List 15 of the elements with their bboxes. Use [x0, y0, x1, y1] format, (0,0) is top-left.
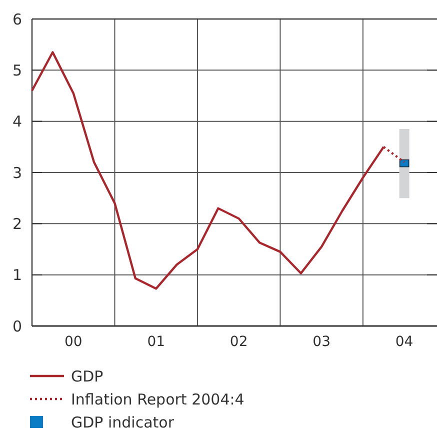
legend-label: Inflation Report 2004:4 [71, 390, 244, 408]
x-tick-label: 04 [395, 334, 414, 350]
y-tick-label: 2 [12, 214, 22, 233]
x-tick-label: 00 [64, 334, 82, 350]
y-tick-label: 1 [12, 266, 22, 284]
legend-label: GDP indicator [71, 413, 175, 430]
y-tick-label: 4 [12, 112, 22, 131]
y-tick-label: 3 [12, 164, 22, 182]
y-tick-label: 6 [12, 10, 22, 28]
y-tick-label: 0 [12, 317, 22, 336]
x-tick-label: 03 [312, 334, 330, 350]
y-tick-label: 5 [12, 61, 22, 80]
x-tick-label: 01 [147, 334, 166, 350]
legend-label: GDP [71, 367, 104, 386]
x-tick-label: 02 [230, 334, 248, 350]
